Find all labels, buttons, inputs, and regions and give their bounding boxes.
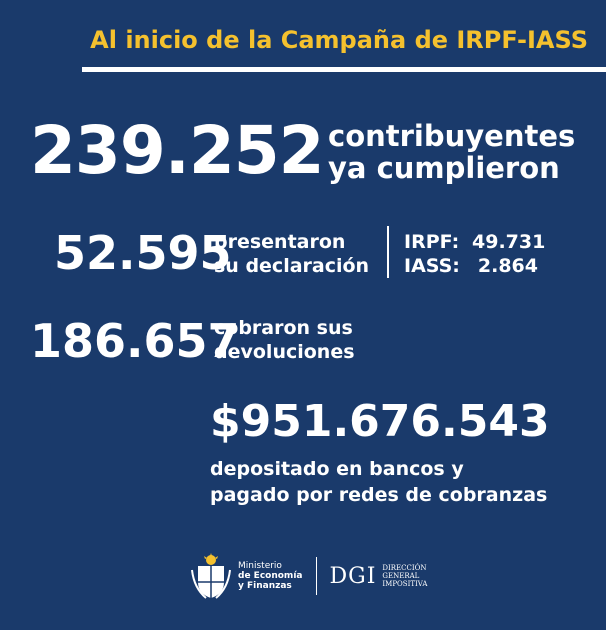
coat-of-arms-icon — [191, 553, 231, 599]
ministry-line1: Ministerio — [238, 561, 282, 571]
amount-number: $951.676.543 — [210, 396, 550, 447]
breakdown-value: 2.864 — [477, 255, 538, 277]
amount-label-line1: depositado en bancos y — [210, 458, 464, 480]
refunds-label-line2: devoluciones — [214, 341, 355, 363]
total-taxpayers-label-line1: contribuyentes — [328, 119, 576, 153]
amount-label: depositado en bancos y pagado por redes … — [210, 456, 547, 508]
dgi-name: DIRECCIÓN GENERAL IMPOSITIVA — [382, 564, 427, 588]
total-taxpayers-label-line2: ya cumplieron — [328, 151, 560, 185]
refunds-label-line1: cobraron sus — [214, 317, 353, 339]
footer-logos: Ministerio de Economía y Finanzas DGI DI… — [190, 552, 427, 600]
refunds-number: 186.657 — [30, 314, 240, 368]
ministry-name: Ministerio de Economía y Finanzas — [238, 561, 302, 591]
declarations-label: presentaron su declaración — [214, 230, 369, 278]
ministry-line3: y Finanzas — [238, 581, 292, 591]
declarations-number: 52.595 — [54, 226, 232, 280]
declarations-label-line1: presentaron — [214, 231, 346, 253]
dgi-logo: DGI — [329, 563, 377, 589]
dgi-line3: IMPOSITIVA — [382, 580, 428, 588]
title-underline — [82, 67, 606, 72]
breakdown-row-irpf: IRPF: 49.731 — [404, 230, 546, 254]
declarations-label-line2: su declaración — [214, 255, 370, 277]
dgi-line2: GENERAL — [382, 572, 420, 580]
total-taxpayers-label: contribuyentes ya cumplieron — [328, 120, 575, 184]
total-taxpayers-number: 239.252 — [30, 112, 325, 189]
breakdown-value: 49.731 — [472, 231, 546, 253]
breakdown-key: IRPF: — [404, 231, 460, 253]
amount-label-line2: pagado por redes de cobranzas — [210, 484, 548, 506]
breakdown-key: IASS: — [404, 255, 460, 277]
page-title: Al inicio de la Campaña de IRPF-IASS — [90, 26, 588, 54]
footer-divider — [316, 557, 318, 595]
breakdown-row-iass: IASS: 2.864 — [404, 254, 538, 278]
ministry-line2: de Economía — [238, 571, 303, 581]
stats-divider — [387, 226, 389, 278]
declarations-breakdown: IRPF: 49.731 IASS: 2.864 — [404, 230, 546, 278]
refunds-label: cobraron sus devoluciones — [214, 316, 355, 364]
dgi-line1: DIRECCIÓN — [382, 564, 427, 572]
